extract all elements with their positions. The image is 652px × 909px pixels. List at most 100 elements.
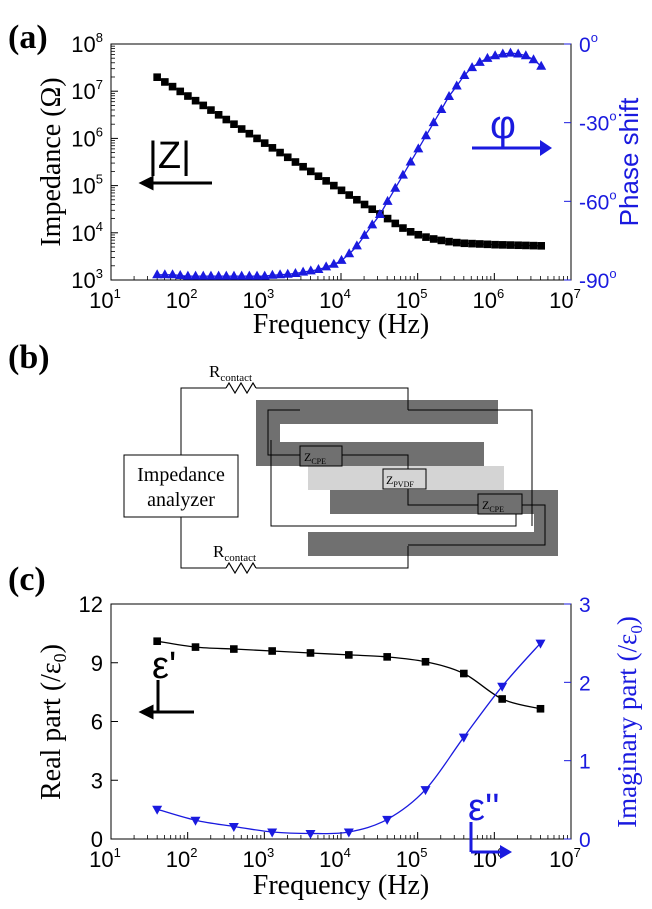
chart-c-series-0-point (536, 704, 545, 713)
electrode-right-finger (330, 490, 558, 514)
electrode-bottom (308, 532, 558, 556)
electrode-top (256, 400, 498, 424)
analyzer-label-line1: Impedance (137, 464, 225, 486)
chart-a-series (152, 47, 547, 280)
chart-a-series-1-point (420, 130, 431, 140)
chart-a-series-1-point (397, 169, 408, 179)
impedance-analyzer-box (123, 454, 239, 518)
chart-a-series-0-point (360, 200, 369, 209)
chart-a-series-0-point (522, 241, 530, 250)
chart-a-series-1-point (413, 143, 424, 153)
chart-a-right-tick-label: -90o (579, 266, 617, 293)
chart-c-series-1-point (458, 733, 469, 743)
electrode-left-finger (256, 442, 484, 466)
chart-a-series-0-point (222, 115, 231, 124)
annotation-eps-imag: ε'' (468, 787, 499, 829)
chart-c-x-tick-label: 102 (166, 845, 198, 872)
chart-c-right-axis-label: Imaginary part (/ε0) (612, 616, 646, 828)
chart-a-series-0-point (199, 101, 208, 110)
circuit-diagram: Rcontact Rcontact ZCPE ZPVDF ZCPE Impeda… (123, 362, 558, 575)
chart-a-left-ticks: 103 104 105 106 107 108 (71, 30, 118, 293)
chart-a-series-0-point (429, 235, 438, 243)
chart-a-series-0-point (491, 240, 499, 249)
chart-a-series-0-point (207, 106, 215, 114)
chart-a-series-1-point (182, 270, 193, 280)
chart-a-left-tick-label: 106 (71, 124, 103, 151)
chart-a-left-tick-label: 105 (71, 172, 103, 199)
chart-a-left-tick-label: 104 (71, 219, 103, 246)
chart-c-series-1-point (497, 682, 508, 692)
wire-right-loop (408, 504, 546, 546)
chart-c-series-0-point (460, 669, 468, 678)
chart-a-series-1-point (205, 270, 216, 280)
annotation-eps-imag-arrowhead (500, 845, 512, 859)
chart-c-frame (110, 603, 572, 840)
chart-a-right-tick-label: -60o (579, 187, 617, 214)
chart-a-series-0-point (184, 92, 192, 100)
chart-a-series-1-point (536, 60, 547, 70)
chart-a-series-0-point (529, 241, 538, 250)
chart-a-series-1-point (198, 270, 209, 280)
r-contact-top-label: Rcontact (209, 362, 252, 384)
chart-a-right-tick-label: 0o (579, 30, 598, 57)
chart-a-series-1-point (328, 258, 339, 268)
chart-a-series-1-point (259, 270, 270, 280)
chart-a-x-tick-label: 105 (396, 286, 428, 313)
chart-a-x-tick-label: 101 (89, 286, 121, 313)
chart-c-series-0-point (268, 647, 276, 655)
chart-a-series-1-point (152, 269, 163, 279)
chart-a-series-0-point (153, 73, 161, 81)
chart-a-left-tick-label: 103 (71, 266, 103, 293)
chart-a-series-0-point (437, 236, 446, 245)
z-pvdf-label: ZPVDF (386, 473, 414, 489)
chart-a-series-0-point (345, 191, 353, 199)
chart-a-series-1-point (313, 264, 324, 274)
chart-c-right-tick-label: 0 (579, 829, 591, 852)
chart-a-series-0-point (475, 240, 484, 248)
chart-a-series-0-point (176, 87, 185, 96)
chart-a-series-0-point (245, 129, 254, 138)
chart-c-series-1-point (305, 830, 316, 840)
chart-a-right-ticks: -90o -60o -30o 0o (564, 30, 617, 293)
chart-a-series-0-point (468, 239, 476, 248)
chart-a-series-0-point (276, 148, 284, 157)
chart-c-x-tick-label: 101 (89, 845, 121, 872)
chart-a-series-1-point (497, 48, 508, 58)
chart-a-x-axis-label: Frequency (Hz) (253, 309, 429, 340)
z-cpe-left-label: ZCPE (304, 450, 326, 466)
chart-a-series-0-point (168, 82, 177, 91)
chart-a-series-1-point (213, 270, 224, 280)
chart-a-series-1-point (382, 195, 393, 205)
chart-a-series-1-point (467, 62, 478, 72)
panel-label-b: (b) (8, 339, 50, 376)
chart-a-right-tick-label: -30o (579, 109, 617, 136)
chart-a-right-axis-label: Phase shift (614, 97, 644, 226)
chart-a-series-1-point (228, 270, 239, 280)
chart-a-series-0-point (214, 111, 223, 119)
chart-a-series-0-point (514, 241, 522, 250)
chart-a-series-0-point (460, 239, 469, 248)
chart-a-series-1-point (451, 80, 462, 90)
chart-a-series-0-point (253, 134, 261, 143)
chart-a-series-0-point (506, 241, 515, 249)
chart-c-left-ticks: 0 3 6 9 12 (79, 592, 118, 852)
annotation-eps-real: ε' (152, 645, 176, 687)
resistor-top (225, 381, 257, 395)
chart-a-series-0-point (399, 224, 407, 232)
chart-a-series-0-point (414, 230, 423, 239)
panel-label-a: (a) (8, 19, 48, 56)
chart-a-series-1-point (444, 90, 455, 100)
chart-c-right-ticks: 0 1 2 3 (564, 594, 591, 852)
chart-a-series-1-point (405, 156, 416, 166)
chart-a-series-1-point (282, 268, 293, 278)
chart-c-left-axis-label: Real part (/ε0) (36, 644, 70, 800)
chart-c-left-tick-label: 3 (91, 768, 103, 793)
chart-c-series-0-point (498, 695, 506, 703)
chart-a-x-tick-label: 106 (472, 286, 504, 313)
wire-top (256, 387, 409, 410)
chart-a-series-0-point (368, 205, 377, 214)
chart-c-left-tick-label: 0 (91, 827, 103, 852)
chart-c-series-0-point (230, 645, 238, 653)
chart-a-series-0-point (422, 233, 430, 241)
chart-a-series-1-point (221, 270, 232, 280)
